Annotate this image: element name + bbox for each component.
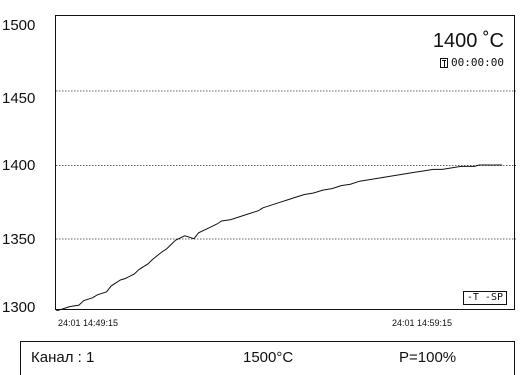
power-value: P=100%	[399, 349, 457, 366]
trend-plot-area[interactable]: 1400 ˚C 00:00:00 -T -SP	[55, 15, 516, 311]
setpoint-value: 1500°C	[243, 349, 294, 366]
current-temperature: 1400 ˚C	[432, 30, 504, 52]
x-tick-label-end: 24:01 14:59:15	[392, 318, 453, 328]
y-tick-label: 1450	[2, 90, 36, 107]
chart-legend: -T -SP	[462, 291, 507, 305]
timer-icon	[440, 58, 449, 68]
trend-chart	[56, 90, 516, 311]
temperature-series-line	[56, 164, 503, 311]
y-tick-label: 1300	[2, 299, 36, 316]
y-tick-label: 1350	[2, 231, 36, 248]
timer-value: 00:00:00	[451, 56, 504, 69]
status-bar: Канал : 1 1500°C P=100%	[20, 341, 515, 375]
channel-label: Канал : 1	[31, 349, 95, 366]
x-tick-label-start: 24:01 14:49:15	[58, 318, 119, 328]
y-tick-label: 1500	[2, 17, 36, 34]
y-tick-label: 1400	[2, 157, 36, 174]
timer-row: 00:00:00	[440, 57, 504, 69]
